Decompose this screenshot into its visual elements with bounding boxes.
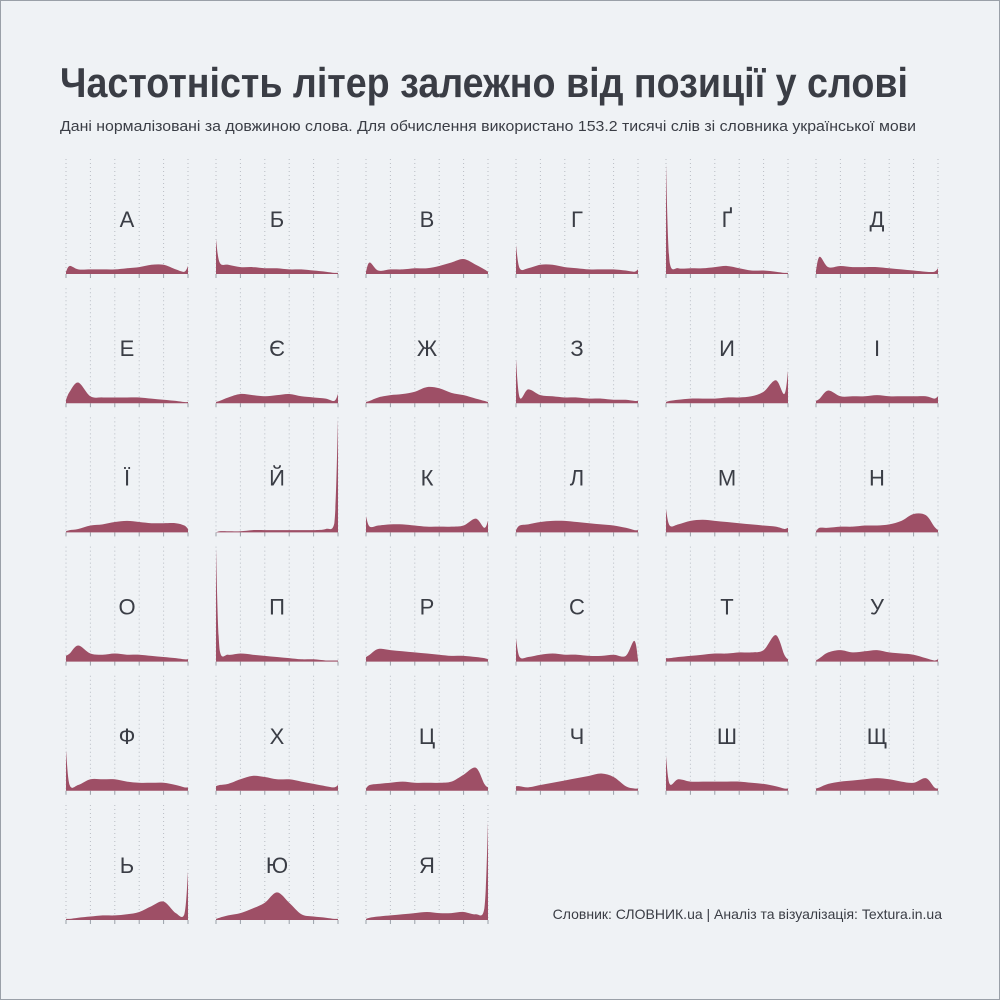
- panel-label: М: [718, 465, 736, 490]
- panel-label: І: [874, 336, 880, 361]
- panel-label: К: [421, 465, 434, 490]
- panel-label: И: [719, 336, 735, 361]
- density-area: [666, 756, 788, 791]
- panel-label: Н: [869, 465, 885, 490]
- panel-label: Ч: [570, 724, 585, 749]
- panel-label: П: [269, 595, 285, 620]
- density-area: [516, 520, 638, 533]
- density-area: [816, 778, 938, 791]
- density-area: [66, 750, 188, 791]
- panel-label: Г: [571, 207, 583, 232]
- panel-label: С: [569, 595, 585, 620]
- panel-label: Д: [870, 207, 885, 232]
- density-area: [216, 393, 338, 404]
- panel-label: Е: [120, 336, 135, 361]
- density-area: [66, 520, 188, 533]
- density-area: [366, 767, 488, 791]
- density-area: [66, 382, 188, 404]
- panel-label: Ї: [124, 465, 131, 490]
- panel-label: Б: [270, 207, 284, 232]
- density-area: [216, 775, 338, 791]
- density-area: [816, 513, 938, 533]
- panel-label: Ґ: [722, 207, 733, 232]
- density-area: [816, 650, 938, 662]
- panel-label: Є: [269, 336, 285, 361]
- panel-label: У: [870, 595, 885, 620]
- panel-label: Х: [270, 724, 285, 749]
- panel-label: Ю: [266, 853, 288, 878]
- panel-label: Ж: [417, 336, 438, 361]
- density-area: [66, 645, 188, 662]
- panel-label: В: [420, 207, 435, 232]
- panel-label: О: [118, 595, 135, 620]
- panel-label: З: [570, 336, 583, 361]
- density-area: [366, 648, 488, 662]
- panel-label: Ф: [119, 724, 136, 749]
- density-area: [216, 892, 338, 920]
- density-area: [66, 871, 188, 920]
- panel-label: А: [120, 207, 135, 232]
- density-area: [216, 239, 338, 274]
- density-area: [516, 638, 638, 662]
- panel-label: Й: [269, 465, 285, 490]
- density-area: [666, 371, 788, 404]
- density-area: [66, 264, 188, 274]
- panel-label: Ш: [717, 724, 737, 749]
- density-area: [516, 245, 638, 274]
- density-area: [816, 256, 938, 274]
- density-area: [666, 509, 788, 533]
- panel-label: Р: [420, 595, 435, 620]
- density-area: [366, 386, 488, 404]
- density-area: [816, 390, 938, 404]
- panel-label: Т: [720, 595, 733, 620]
- density-area: [666, 635, 788, 662]
- density-area: [516, 359, 638, 404]
- panel-label: Щ: [867, 724, 888, 749]
- density-area: [366, 516, 488, 533]
- density-area: [366, 259, 488, 274]
- panel-label: Я: [419, 853, 435, 878]
- chart-title: Частотність літер залежно від позиції у …: [60, 59, 908, 106]
- chart-subtitle: Дані нормалізовані за довжиною слова. Дл…: [60, 118, 916, 135]
- panel-label: Ц: [419, 724, 435, 749]
- panel-label: Ь: [120, 853, 134, 878]
- panel-label: Л: [570, 465, 584, 490]
- caption: Словник: СЛОВНИК.ua | Аналіз та візуаліз…: [553, 906, 943, 922]
- density-area: [516, 773, 638, 791]
